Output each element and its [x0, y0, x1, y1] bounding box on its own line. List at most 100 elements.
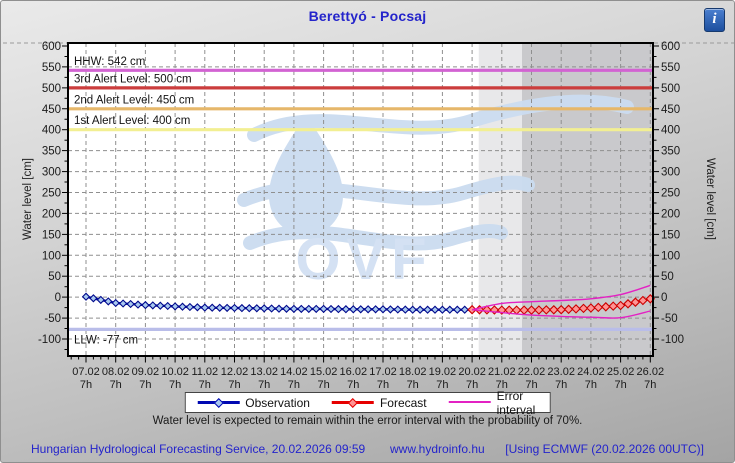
x-tick-hour: 7h [169, 379, 181, 391]
axes: 07.027h08.027h09.027h10.027h11.027h12.02… [22, 41, 716, 391]
data-marker [289, 304, 299, 314]
x-tick-date: 10.02 [161, 366, 189, 378]
y-tick-left: 550 [42, 62, 61, 74]
data-marker [304, 304, 313, 314]
data-marker [193, 303, 202, 312]
legend: Observation Forecast Error interval [184, 389, 551, 417]
data-marker [141, 300, 150, 310]
x-tick-date: 15.02 [310, 366, 338, 378]
y-tick-right: 50 [661, 271, 674, 283]
data-marker [349, 305, 358, 314]
data-marker [378, 305, 388, 314]
data-marker [571, 304, 581, 314]
data-marker [156, 301, 165, 310]
data-marker [282, 304, 291, 313]
y-tick-right: 250 [661, 188, 680, 200]
x-tick-date: 18.02 [399, 366, 427, 378]
x-tick-date: 19.02 [429, 366, 457, 378]
data-marker [297, 304, 306, 314]
data-marker [460, 305, 469, 314]
data-marker [526, 305, 537, 315]
chart-area: OVF HHW: 542 cm 3rd Alert Level: 500 cm 2nd… [1, 37, 734, 393]
y-tick-right: 450 [661, 104, 680, 116]
data-marker [363, 305, 373, 314]
ref-line-label: 3rd Alert Level: 500 cm [74, 73, 192, 85]
series-error-lower [472, 309, 651, 319]
legend-item-forecast: Forecast [331, 395, 427, 410]
y-tick-left: 200 [42, 208, 61, 220]
data-marker [386, 305, 395, 314]
legend-item-observation: Observation [197, 396, 310, 410]
ref-line-label: LLW: -77 cm [74, 334, 138, 346]
data-marker [586, 303, 596, 313]
x-tick-date: 22.02 [518, 366, 546, 378]
data-marker [401, 305, 410, 314]
info-icon[interactable]: i [704, 8, 725, 32]
data-marker [312, 304, 321, 314]
y-tick-left: -50 [44, 313, 61, 325]
y-tick-right: 300 [661, 167, 680, 179]
ref-line-label: HHW: 542 cm [74, 56, 145, 68]
footer-service-text: Hungarian Hydrological Forecasting Servi… [31, 442, 366, 456]
y-tick-right: 500 [661, 83, 680, 95]
data-marker [541, 305, 552, 315]
data-marker [415, 305, 425, 314]
data-marker [423, 305, 432, 314]
watermark-text: OVF [295, 227, 432, 292]
observation-swatch [197, 397, 240, 408]
data-marker [126, 299, 135, 309]
data-marker [438, 305, 447, 314]
data-marker [334, 304, 343, 314]
x-tick-date: 24.02 [577, 366, 605, 378]
x-tick-hour: 7h [347, 379, 359, 391]
x-tick-hour: 7h [585, 379, 597, 391]
x-tick-hour: 7h [317, 379, 329, 391]
forecast-swatch [331, 397, 374, 408]
y-tick-right: -50 [661, 313, 678, 325]
plot-frame [67, 42, 654, 357]
data-marker [222, 303, 232, 313]
x-tick-date: 11.02 [191, 366, 218, 378]
footer-website-link[interactable]: www.hydroinfo.hu [390, 442, 485, 456]
data-marker [430, 305, 440, 314]
x-tick-hour: 7h [496, 379, 508, 391]
series-observation [81, 292, 477, 314]
y-tick-left: -100 [38, 334, 61, 346]
data-marker [534, 305, 544, 315]
y-tick-left: 50 [48, 271, 61, 283]
y-tick-left: 0 [55, 292, 61, 304]
y-tick-right: -100 [661, 334, 684, 346]
y-axis-title-left: Water level [cm] [22, 158, 34, 240]
x-tick-date: 14.02 [280, 366, 308, 378]
data-marker [319, 304, 328, 314]
data-marker [104, 297, 113, 306]
x-tick-hour: 7h [377, 379, 389, 391]
x-tick-hour: 7h [228, 379, 240, 391]
data-marker [371, 305, 380, 314]
y-tick-right: 200 [661, 208, 680, 220]
x-tick-hour: 7h [644, 379, 656, 391]
x-tick-hour: 7h [199, 379, 211, 391]
x-tick-date: 21.02 [488, 366, 516, 378]
x-tick-hour: 7h [110, 379, 122, 391]
data-marker [615, 300, 626, 311]
x-tick-hour: 7h [407, 379, 419, 391]
y-tick-right: 350 [661, 146, 680, 158]
grid [68, 43, 653, 356]
legend-label: Error interval [496, 388, 536, 417]
ref-line-label: 1st Alert Level: 400 cm [74, 115, 190, 127]
x-tick-hour: 7h [288, 379, 300, 391]
legend-label: Forecast [379, 395, 427, 410]
data-marker [608, 301, 618, 311]
y-tick-left: 500 [42, 83, 61, 95]
y-tick-left: 600 [42, 41, 61, 53]
data-marker [623, 299, 633, 309]
data-marker [563, 304, 574, 315]
y-tick-right: 100 [661, 250, 680, 262]
x-tick-date: 26.02 [637, 366, 665, 378]
data-marker [245, 304, 254, 313]
data-marker [593, 302, 604, 313]
x-tick-hour: 7h [466, 379, 478, 391]
y-tick-left: 300 [42, 167, 61, 179]
